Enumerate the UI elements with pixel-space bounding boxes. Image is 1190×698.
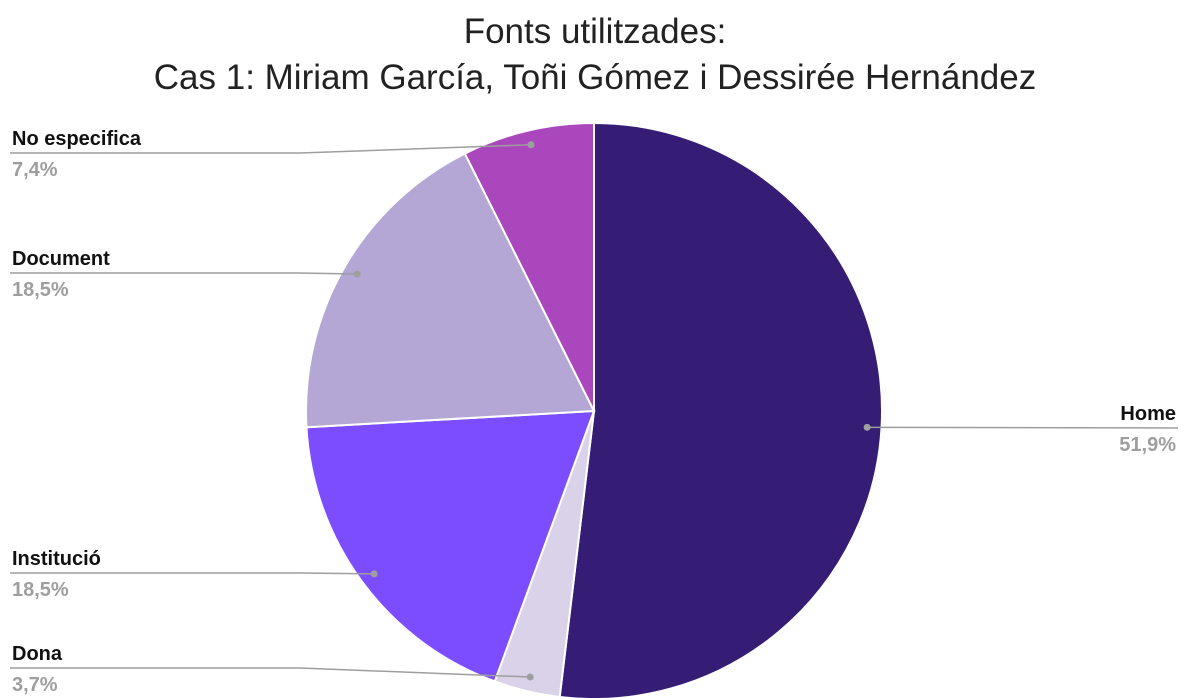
slice-label-percent: 7,4% [12, 159, 58, 181]
leader-line [10, 272, 358, 275]
pie-slices [305, 121, 883, 698]
pie-slice-document [305, 152, 596, 429]
slice-label-percent: 18,5% [12, 279, 69, 301]
leader-line [10, 144, 531, 154]
chart-title-line-1: Fonts utilitzades: [463, 12, 727, 51]
leader-lines [10, 141, 1179, 681]
slice-label-name: Home [1120, 403, 1176, 425]
pie-slice-no-especifica [463, 121, 595, 412]
slice-labels: Home 51,9% Dona 3,7% Institució 18,5% Document… [12, 128, 1176, 696]
pie-slice-instituci- [305, 409, 596, 683]
slice-label-percent: 51,9% [1119, 434, 1176, 456]
slice-label-percent: 18,5% [12, 579, 69, 601]
chart-title-line-2: Cas 1: Miriam García, Toñi Gómez i Dessi… [153, 58, 1037, 97]
slice-label-percent: 3,7% [12, 674, 58, 696]
pie-slice-home [558, 121, 883, 698]
leader-line [10, 572, 375, 575]
slice-label-name: Dona [12, 643, 63, 665]
slice-label-name: Institució [12, 548, 101, 570]
slice-label-name: Document [12, 248, 110, 270]
slice-label-name: No especifica [12, 128, 142, 150]
leader-line [10, 667, 531, 678]
leader-line [867, 426, 1179, 429]
